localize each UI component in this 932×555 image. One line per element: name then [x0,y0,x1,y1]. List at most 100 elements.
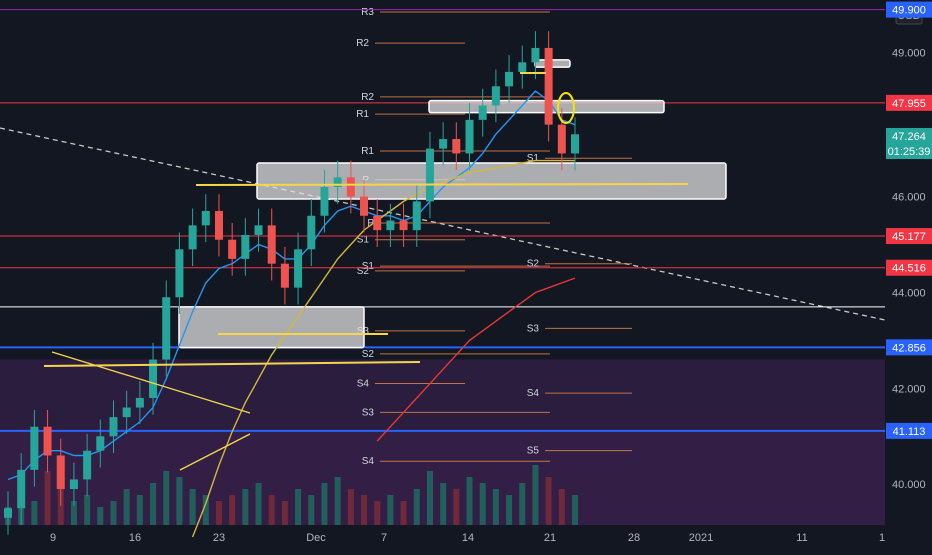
candle-body [333,177,342,187]
wedge-upper-line [51,351,251,414]
pivot-label: S2 [357,266,370,277]
candle-body [531,47,540,63]
demand-zone-lower [178,306,365,349]
price-badge [886,259,932,276]
volume-bar [163,471,170,525]
candle-body [109,417,118,437]
support-zone-middle [256,162,727,200]
price-badge [886,228,932,245]
price-badge-label: 42.856 [892,342,926,354]
volume-bar [44,471,51,525]
x-axis-tick-label: 2021 [689,532,713,544]
y-axis-tick-label: 44.000 [892,287,926,299]
volume-bar [572,495,578,525]
volume-bar [31,501,38,525]
pivot-label: S1 [527,153,540,164]
volume-bar [545,477,552,525]
volume-bar [492,489,499,525]
candle-body [254,225,263,235]
x-axis-tick-label: 16 [129,532,141,544]
volume-bar [321,483,328,525]
candle-body [294,249,303,288]
price-badge [886,127,932,144]
price-badge-label: 47.264 [892,131,926,143]
pivot-label: P [367,218,374,229]
volume-bar [215,501,222,525]
candle-body [425,148,434,202]
volume-bar [519,483,526,525]
candle-body [386,220,395,231]
price-badge-label: 01:25:39 [888,146,931,158]
candle-body [557,124,566,154]
wedge-lower-line [179,433,251,471]
pivot-label: S1 [357,235,370,246]
volume-bar [334,477,341,525]
x-axis-tick-label: 14 [462,532,474,544]
candle-body [439,139,448,149]
x-axis-tick-label: 28 [628,532,640,544]
volume-bar [426,471,433,525]
pivot-label: S3 [362,407,375,418]
price-badge-label: 49.900 [892,5,926,17]
volume-bar [176,477,183,525]
pivot-label: S3 [527,323,540,334]
candle-body [69,479,78,490]
volume-bar [506,495,513,525]
price-badge-label: 45.177 [892,231,926,243]
volume-bar [558,489,565,525]
volume-bar [361,495,368,525]
volume-bar [229,495,236,525]
y-axis-tick-label: 40.000 [892,479,926,491]
candle-body [478,105,487,120]
volume-bar [374,501,381,525]
x-axis-tick-label: 1 [879,532,885,544]
volume-bar [255,483,262,525]
x-axis-tick-label: 11 [796,532,807,544]
volume-bar [268,495,275,525]
candle-body [135,397,144,408]
price-badge [886,339,932,356]
candle-body [56,455,65,490]
pivot-label: R1 [361,146,374,157]
pivot-label: R2 [361,92,374,103]
volume-bar [479,483,486,525]
candle-body [4,508,12,518]
x-axis-tick-label: 21 [544,532,556,544]
pivot-label: S4 [357,379,370,390]
volume-bar [97,507,104,525]
pivot-label: S2 [527,259,540,270]
candle-body [43,426,52,456]
volume-bar [150,483,157,525]
candle-body [346,177,355,197]
y-axis-tick-label: 42.000 [892,383,926,395]
volume-bar [84,495,91,525]
volume-bar [440,483,447,525]
volume-bar [295,489,302,525]
moving-average-line [376,277,576,442]
pivot-label: S1 [362,261,375,272]
volume-bar [400,501,407,525]
price-badge [886,1,932,18]
pivot-label: S2 [362,349,375,360]
candle-body [307,215,316,250]
candle-body [96,436,105,451]
candle-body [201,210,210,226]
volume-bar [70,501,77,525]
candle-body [122,407,131,418]
price-badge [886,94,932,111]
price-badge [886,143,932,160]
candle-body [320,186,329,216]
candle-body [175,249,184,298]
pivot-label: S4 [527,388,540,399]
candle-body [17,469,26,509]
candle-body [188,225,197,250]
support-horizontal-line [43,361,421,367]
y-axis-tick-label: 46.000 [892,192,926,204]
candle-body [162,297,171,360]
pivot-label: R2 [356,38,369,49]
candle-body [214,210,223,240]
candle-body [241,234,250,259]
candle-body [491,86,500,106]
